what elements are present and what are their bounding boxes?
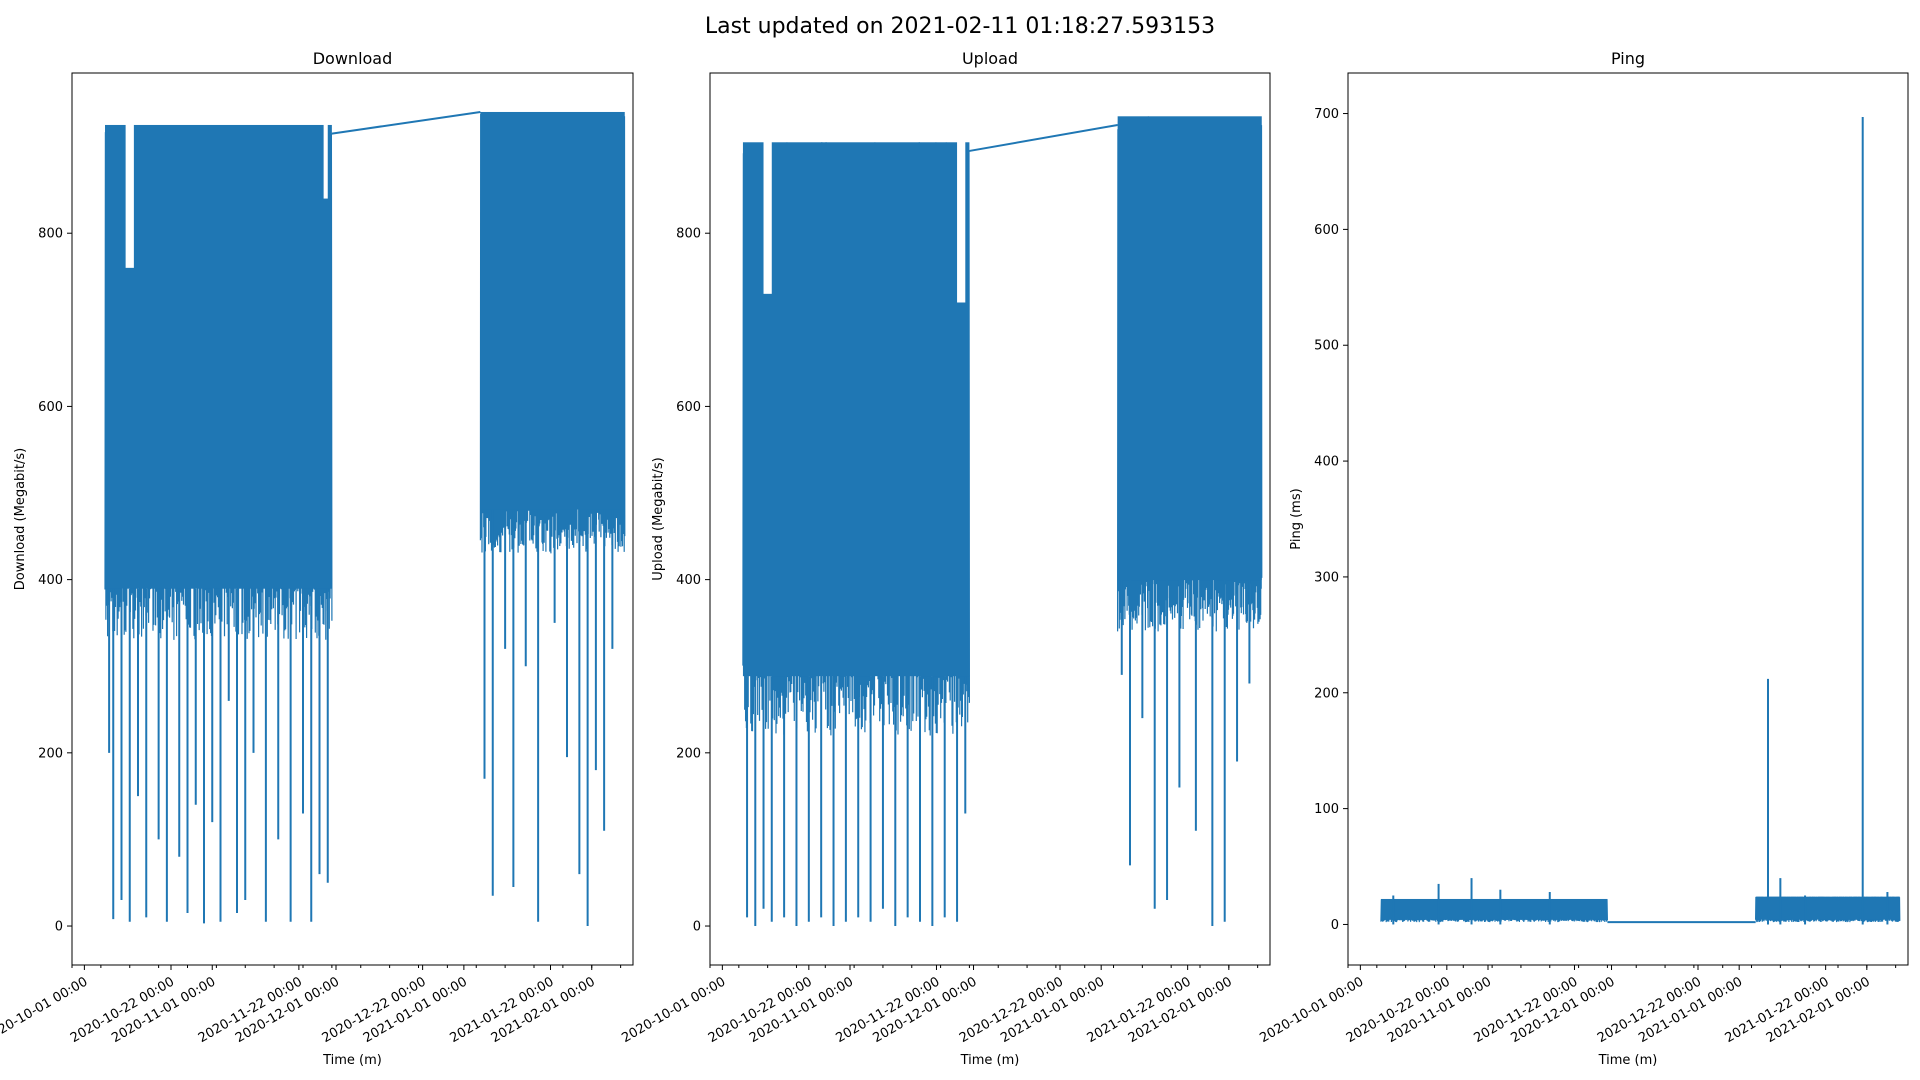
panel-title: Download: [313, 49, 393, 68]
y-tick-label: 100: [1314, 802, 1339, 817]
series-connector: [331, 110, 481, 135]
y-tick-label: 200: [1314, 686, 1339, 701]
axes-frame: [71, 72, 634, 966]
series-fill: [480, 111, 625, 510]
y-tick-label: 200: [38, 746, 63, 761]
x-axis-label: Time (m): [960, 1053, 1020, 1068]
series-fill: [742, 142, 970, 677]
panel-title: Upload: [962, 49, 1018, 68]
series-notch: [323, 116, 328, 199]
series-fill: [1380, 898, 1608, 920]
series-notch: [125, 116, 134, 268]
series-notch: [763, 133, 772, 294]
panel-title: Ping: [1611, 49, 1645, 68]
y-axis-label: Ping (ms): [1289, 488, 1304, 549]
series-fill: [105, 124, 332, 589]
y-tick-label: 600: [38, 400, 63, 415]
plot-area: [104, 110, 626, 927]
series-fill: [1117, 116, 1262, 581]
y-tick-label: 400: [1314, 455, 1339, 470]
figure-title: Last updated on 2021-02-11 01:18:27.5931…: [704, 14, 1216, 39]
y-tick-label: 600: [676, 400, 701, 415]
series-connector: [969, 123, 1118, 152]
y-tick-label: 400: [38, 573, 63, 588]
x-axis-label: Time (m): [1598, 1053, 1658, 1068]
axes-frame: [709, 72, 1271, 966]
y-tick-label: 800: [38, 227, 63, 242]
y-tick-label: 300: [1314, 570, 1339, 585]
plot-area: [742, 116, 1263, 927]
axes-frame: [1347, 72, 1909, 966]
y-tick-label: 700: [1314, 107, 1339, 122]
y-tick-label: 400: [676, 573, 701, 588]
series-notch: [957, 133, 966, 303]
y-tick-label: 0: [693, 920, 701, 935]
y-tick-label: 600: [1314, 223, 1339, 238]
y-tick-label: 0: [1331, 918, 1339, 933]
y-tick-label: 500: [1314, 339, 1339, 354]
x-axis-label: Time (m): [322, 1053, 382, 1068]
y-tick-label: 0: [55, 920, 63, 935]
y-axis-label: Download (Megabit/s): [13, 448, 28, 590]
series-fill: [1755, 896, 1900, 920]
y-tick-label: 200: [676, 746, 701, 761]
y-tick-label: 800: [676, 227, 701, 242]
y-axis-label: Upload (Megabit/s): [651, 457, 666, 580]
plot-area: [1380, 117, 1901, 925]
